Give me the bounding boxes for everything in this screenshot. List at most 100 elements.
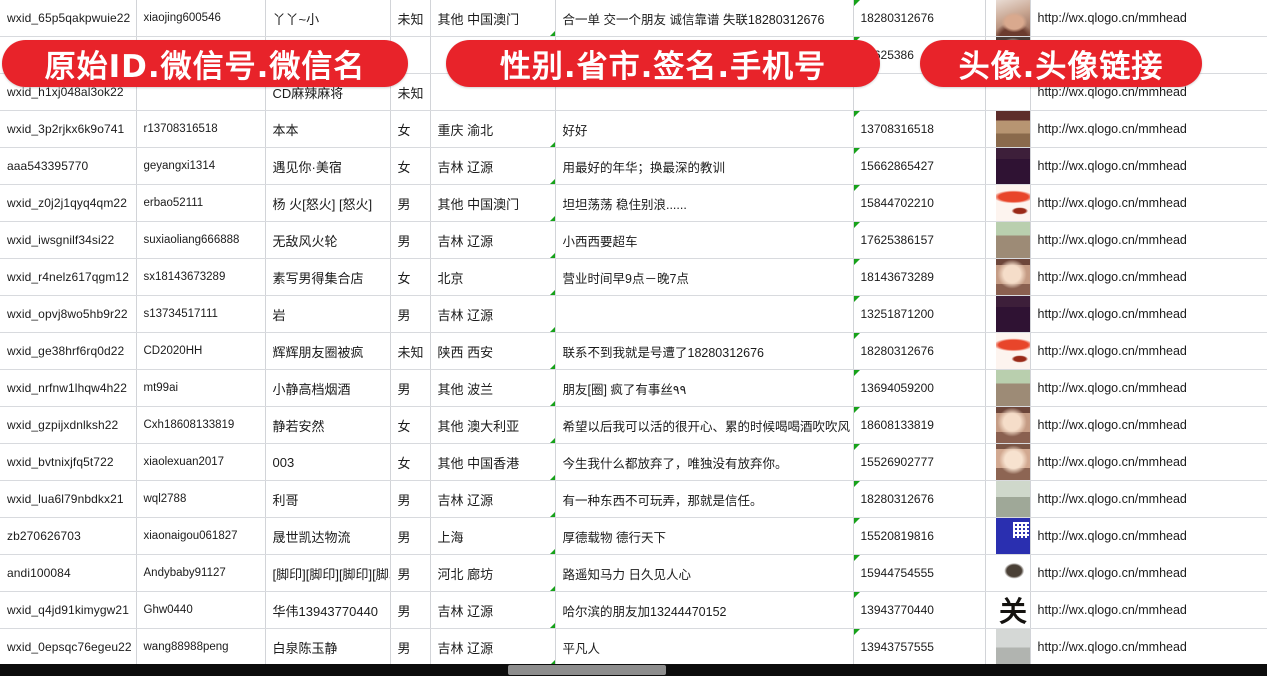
cell-region[interactable]: 吉林 辽源 (430, 147, 556, 185)
table-row[interactable]: wxid_bvtnixjfq5t722 xiaolexuan2017 003 女其他 … (0, 443, 1267, 481)
cell-origid[interactable]: wxid_q4jd91kimygw21 (0, 591, 137, 629)
cell-wxname[interactable]: 岩 (265, 295, 391, 333)
cell-wxname[interactable]: 遇见你·美宿 (265, 147, 391, 185)
cell-avatar[interactable] (985, 295, 1031, 333)
cell-origid[interactable]: wxid_opvj8wo5hb9r22 (0, 295, 137, 333)
cell-origid[interactable]: wxid_bvtnixjfq5t722 (0, 443, 137, 481)
table-row[interactable]: wxid_3p2rjkx6k9o741 r13708316518 本本女重庆 渝北好… (0, 110, 1267, 148)
table-row[interactable]: wxid_65p5qakpwuie22 xiaojing600546 丫丫~小 未知其… (0, 0, 1267, 37)
cell-region[interactable]: 重庆 渝北 (430, 110, 556, 148)
cell-url[interactable]: http://wx.qlogo.cn/mmhead (1030, 258, 1267, 296)
cell-wxname[interactable]: 无敌风火轮 (265, 221, 391, 259)
cell-region[interactable]: 吉林 辽源 (430, 628, 556, 666)
cell-gender[interactable]: 男 (390, 554, 431, 592)
table-row[interactable]: aaa543395770 geyangxi1314 遇见你·美宿女吉林 辽源 用最好的… (0, 147, 1267, 185)
cell-url[interactable]: http://wx.qlogo.cn/mmhead (1030, 443, 1267, 481)
cell-origid[interactable]: wxid_iwsgnilf34si22 (0, 221, 137, 259)
cell-region[interactable]: 河北 廊坊 (430, 554, 556, 592)
cell-region[interactable]: 其他 波兰 (430, 369, 556, 407)
table-row[interactable]: wxid_iwsgnilf34si22 suxiaoliang666888 无敌风火… (0, 221, 1267, 259)
cell-wxname[interactable]: 003 (265, 443, 391, 481)
cell-wxname[interactable]: 晟世凯达物流 (265, 517, 391, 555)
cell-url[interactable]: http://wx.qlogo.cn/mmhead (1030, 554, 1267, 592)
cell-url[interactable]: http://wx.qlogo.cn/mmhead (1030, 628, 1267, 666)
cell-region[interactable]: 吉林 辽源 (430, 591, 556, 629)
cell-wxid[interactable]: Andybaby91127 (136, 554, 266, 592)
cell-avatar[interactable] (985, 221, 1031, 259)
cell-wxname[interactable]: 华伟13943770440 (265, 591, 391, 629)
cell-gender[interactable]: 男 (390, 480, 431, 518)
cell-gender[interactable]: 男 (390, 517, 431, 555)
cell-phone[interactable]: 18280312676 (853, 0, 986, 37)
cell-sign[interactable]: 营业时间早9点－晚7点 (555, 258, 854, 296)
table-row[interactable]: wxid_opvj8wo5hb9r22 s13734517111 岩男吉林 辽源 13… (0, 295, 1267, 333)
cell-gender[interactable]: 未知 (390, 73, 431, 111)
cell-wxname[interactable]: 丫丫~小 (265, 0, 391, 37)
cell-phone[interactable]: 15662865427 (853, 147, 986, 185)
cell-sign[interactable]: 联系不到我就是号遭了18280312676 (555, 332, 854, 370)
cell-avatar[interactable] (985, 184, 1031, 222)
table-row[interactable]: wxid_lua6l79nbdkx21 wql2788 利哥男吉林 辽源 有一种东西不… (0, 480, 1267, 518)
cell-wxid[interactable]: sx18143673289 (136, 258, 266, 296)
cell-wxname[interactable]: 辉辉朋友圈被疯 (265, 332, 391, 370)
cell-origid[interactable]: wxid_z0j2j1qyq4qm22 (0, 184, 137, 222)
table-row[interactable]: zb270626703 xiaonaigou061827 晟世凯达物流男上海 厚德载物… (0, 517, 1267, 555)
cell-url[interactable]: http://wx.qlogo.cn/mmhead (1030, 517, 1267, 555)
cell-avatar[interactable] (985, 0, 1031, 37)
cell-wxid[interactable]: r13708316518 (136, 110, 266, 148)
cell-wxname[interactable]: 小静高档烟酒 (265, 369, 391, 407)
cell-avatar[interactable] (985, 147, 1031, 185)
table-row[interactable]: wxid_ge38hrf6rq0d22 CD2020HH 辉辉朋友圈被疯 未知 陕西 西… (0, 332, 1267, 370)
cell-region[interactable]: 其他 中国澳门 (430, 0, 556, 37)
cell-wxname[interactable]: [脚印][脚印][脚印][脚印] (265, 554, 391, 592)
cell-sign[interactable]: 平凡人 (555, 628, 854, 666)
cell-wxname[interactable]: 杨 火[怒火] [怒火] (265, 184, 391, 222)
cell-sign[interactable]: 今生我什么都放弃了，唯独没有放弃你。 (555, 443, 854, 481)
cell-avatar[interactable] (985, 332, 1031, 370)
table-row[interactable]: wxid_z0j2j1qyq4qm22 erbao52111 杨 火[怒火] [怒火… (0, 184, 1267, 222)
cell-region[interactable]: 吉林 辽源 (430, 480, 556, 518)
cell-region[interactable]: 北京 (430, 258, 556, 296)
cell-phone[interactable]: 15844702210 (853, 184, 986, 222)
cell-wxid[interactable]: xiaolexuan2017 (136, 443, 266, 481)
cell-wxid[interactable]: mt99ai (136, 369, 266, 407)
table-row[interactable]: andi100084Andybaby91127[脚印][脚印][脚印][脚印]男… (0, 554, 1267, 592)
cell-phone[interactable]: 13694059200 (853, 369, 986, 407)
cell-avatar[interactable] (985, 591, 1031, 629)
cell-sign[interactable]: 小西西要超车 (555, 221, 854, 259)
cell-sign[interactable]: 希望以后我可以活的很开心、累的时候喝喝酒吹吹风 (555, 406, 854, 444)
table-row[interactable]: wxid_gzpijxdnlksh22 Cxh18608133819 静若安然女其他… (0, 406, 1267, 444)
cell-wxid[interactable]: s13734517111 (136, 295, 266, 333)
cell-phone[interactable]: 13943757555 (853, 628, 986, 666)
cell-wxname[interactable]: 素写男得集合店 (265, 258, 391, 296)
cell-sign[interactable]: 厚德载物 德行天下 (555, 517, 854, 555)
cell-origid[interactable]: wxid_65p5qakpwuie22 (0, 0, 137, 37)
cell-url[interactable]: http://wx.qlogo.cn/mmhead (1030, 221, 1267, 259)
cell-wxid[interactable]: Cxh18608133819 (136, 406, 266, 444)
cell-gender[interactable]: 男 (390, 221, 431, 259)
scrollbar-thumb[interactable] (508, 665, 666, 675)
cell-origid[interactable]: wxid_gzpijxdnlksh22 (0, 406, 137, 444)
cell-avatar[interactable] (985, 406, 1031, 444)
table-row[interactable]: wxid_0epsqc76egeu22 wang88988peng 白泉陈玉静男吉林… (0, 628, 1267, 666)
cell-avatar[interactable] (985, 369, 1031, 407)
cell-phone[interactable] (853, 73, 986, 111)
cell-wxname[interactable]: 静若安然 (265, 406, 391, 444)
cell-gender[interactable]: 男 (390, 295, 431, 333)
cell-sign[interactable]: 路遥知马力 日久见人心 (555, 554, 854, 592)
cell-origid[interactable]: wxid_nrfnw1lhqw4h22 (0, 369, 137, 407)
cell-url[interactable]: http://wx.qlogo.cn/mmhead (1030, 295, 1267, 333)
cell-url[interactable]: http://wx.qlogo.cn/mmhead (1030, 147, 1267, 185)
cell-gender[interactable]: 男 (390, 369, 431, 407)
table-row[interactable]: wxid_nrfnw1lhqw4h22 mt99ai 小静高档烟酒男其他 波兰 朋友[… (0, 369, 1267, 407)
cell-phone[interactable]: 13708316518 (853, 110, 986, 148)
cell-origid[interactable]: wxid_0epsqc76egeu22 (0, 628, 137, 666)
horizontal-scrollbar[interactable] (0, 664, 1267, 676)
cell-url[interactable]: http://wx.qlogo.cn/mmhead (1030, 406, 1267, 444)
cell-phone[interactable]: 18143673289 (853, 258, 986, 296)
cell-origid[interactable]: wxid_ge38hrf6rq0d22 (0, 332, 137, 370)
cell-phone[interactable]: 18280312676 (853, 480, 986, 518)
cell-region[interactable]: 其他 澳大利亚 (430, 406, 556, 444)
cell-wxid[interactable]: erbao52111 (136, 184, 266, 222)
